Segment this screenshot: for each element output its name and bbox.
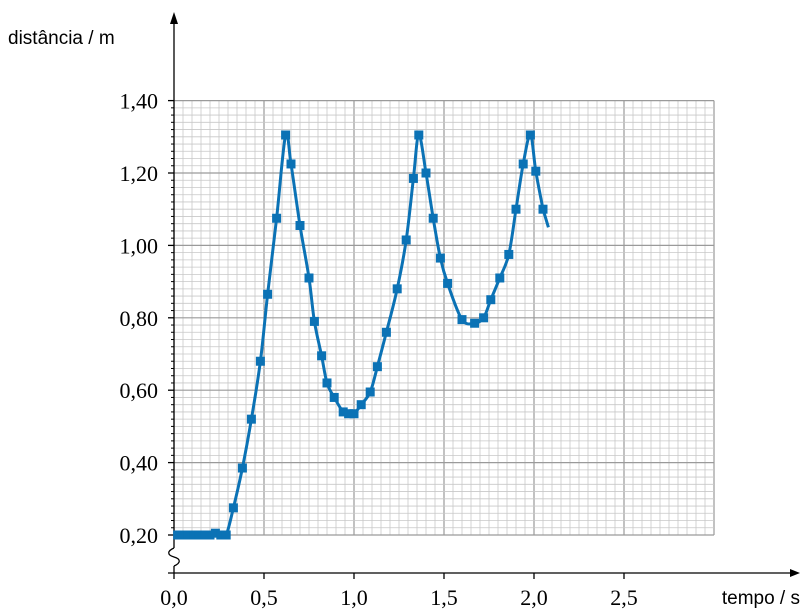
data-point — [221, 530, 231, 540]
data-point — [356, 400, 366, 410]
chart-axes — [168, 12, 800, 579]
y-tick-label: 1,40 — [120, 89, 159, 114]
data-point — [200, 530, 210, 540]
data-point — [538, 204, 548, 214]
y-axis-title: distância / m — [8, 28, 115, 49]
data-point — [178, 530, 188, 540]
y-axis-break — [168, 547, 180, 567]
data-point — [435, 253, 445, 263]
y-tick-label: 0,60 — [120, 378, 159, 403]
y-tick-label: 0,20 — [120, 523, 159, 548]
data-point — [414, 130, 424, 140]
data-point — [286, 159, 296, 169]
data-point — [518, 159, 528, 169]
data-point — [237, 463, 247, 473]
x-axis-title: tempo / s — [722, 588, 800, 609]
data-point — [470, 318, 480, 328]
data-point — [189, 530, 199, 540]
data-point — [457, 315, 467, 325]
data-point — [421, 168, 431, 178]
data-point — [173, 530, 183, 540]
data-point — [263, 289, 273, 299]
x-tick-label: 2,0 — [520, 585, 548, 610]
data-point — [304, 273, 314, 283]
data-point — [372, 362, 382, 372]
data-point — [349, 409, 359, 419]
data-point — [317, 351, 327, 361]
y-axis-arrow — [170, 12, 178, 24]
x-tick-label: 0,5 — [250, 585, 278, 610]
data-point — [216, 530, 226, 540]
data-point — [408, 173, 418, 183]
data-point — [392, 284, 402, 294]
data-point — [329, 392, 339, 402]
data-point — [194, 530, 204, 540]
x-tick-label: 1,0 — [340, 585, 368, 610]
data-point — [365, 387, 375, 397]
data-point — [479, 313, 489, 323]
x-axis-arrow — [790, 569, 800, 577]
data-point — [309, 316, 319, 326]
data-point — [504, 249, 514, 259]
data-point — [495, 273, 505, 283]
data-point — [322, 378, 332, 388]
data-point — [281, 130, 291, 140]
chart-series — [173, 130, 550, 540]
data-point — [210, 528, 220, 538]
data-point — [205, 530, 215, 540]
y-tick-label: 1,20 — [120, 161, 159, 186]
data-point — [525, 130, 535, 140]
data-point — [428, 213, 438, 223]
data-point — [381, 327, 391, 337]
data-point — [486, 295, 496, 305]
x-tick-label: 1,5 — [430, 585, 458, 610]
y-tick-label: 0,40 — [120, 451, 159, 476]
data-point — [228, 503, 238, 513]
data-point — [183, 530, 193, 540]
data-point — [295, 220, 305, 230]
x-tick-label: 2,5 — [610, 585, 638, 610]
x-tick-label: 0,0 — [160, 585, 188, 610]
data-point — [401, 235, 411, 245]
chart-labels: 0,20 0,40 0,60 0,80 1,00 1,20 1,40 0,0 0,5 1,0 1,5… — [8, 28, 800, 610]
data-point — [443, 278, 453, 288]
data-point — [255, 356, 265, 366]
chart-grid — [173, 99, 715, 536]
data-point — [531, 166, 541, 176]
data-point — [511, 204, 521, 214]
data-point — [344, 409, 354, 419]
data-point — [246, 414, 256, 424]
data-point — [338, 407, 348, 417]
y-tick-label: 1,00 — [120, 233, 159, 258]
data-point — [272, 213, 282, 223]
y-tick-label: 0,80 — [120, 306, 159, 331]
